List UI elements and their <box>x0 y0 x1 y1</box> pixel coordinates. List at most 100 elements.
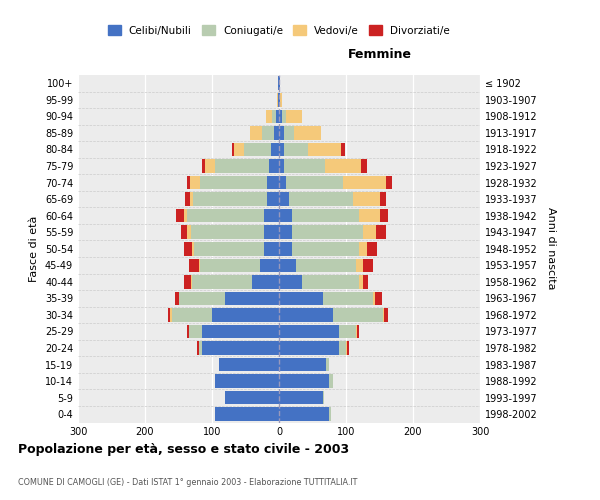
Bar <box>384 308 388 322</box>
Bar <box>176 209 184 222</box>
Bar <box>375 292 382 305</box>
Bar <box>205 159 215 173</box>
Bar <box>197 342 199 355</box>
Bar <box>284 142 308 156</box>
Bar <box>341 142 344 156</box>
Bar <box>340 324 356 338</box>
Bar <box>277 93 278 106</box>
Bar <box>325 159 361 173</box>
Bar <box>279 242 292 256</box>
Bar <box>279 358 326 372</box>
Bar <box>191 275 192 288</box>
Bar <box>323 292 373 305</box>
Bar <box>283 110 286 123</box>
Bar <box>359 209 380 222</box>
Bar <box>267 192 279 206</box>
Bar <box>279 209 292 222</box>
Bar <box>295 126 321 140</box>
Bar <box>215 159 269 173</box>
Y-axis label: Anni di nascita: Anni di nascita <box>546 208 556 290</box>
Bar <box>215 374 279 388</box>
Bar <box>266 110 272 123</box>
Bar <box>190 176 200 190</box>
Bar <box>187 209 264 222</box>
Bar <box>199 342 202 355</box>
Bar <box>279 76 280 90</box>
Bar <box>279 176 286 190</box>
Bar <box>218 358 279 372</box>
Bar <box>184 275 191 288</box>
Text: Femmine: Femmine <box>347 48 412 61</box>
Bar <box>279 275 302 288</box>
Bar <box>286 176 343 190</box>
Bar <box>264 209 279 222</box>
Bar <box>170 308 172 322</box>
Bar <box>363 275 368 288</box>
Bar <box>272 110 275 123</box>
Bar <box>340 342 346 355</box>
Bar <box>329 408 331 421</box>
Bar <box>279 308 332 322</box>
Bar <box>187 226 191 239</box>
Bar <box>278 76 279 90</box>
Bar <box>279 192 289 206</box>
Bar <box>279 159 284 173</box>
Bar <box>279 226 292 239</box>
Bar <box>367 242 377 256</box>
Bar <box>179 292 226 305</box>
Bar <box>286 110 302 123</box>
Bar <box>212 308 279 322</box>
Bar <box>194 242 264 256</box>
Bar <box>187 176 190 190</box>
Bar <box>226 292 279 305</box>
Bar <box>202 342 279 355</box>
Bar <box>302 275 359 288</box>
Bar <box>184 209 187 222</box>
Bar <box>332 308 383 322</box>
Bar <box>279 374 329 388</box>
Bar <box>264 242 279 256</box>
Bar <box>326 358 329 372</box>
Bar <box>289 192 353 206</box>
Bar <box>187 324 188 338</box>
Bar <box>279 408 329 421</box>
Bar <box>329 374 332 388</box>
Bar <box>192 242 194 256</box>
Bar <box>279 110 283 123</box>
Bar <box>232 142 234 156</box>
Bar <box>363 226 376 239</box>
Bar <box>172 308 212 322</box>
Bar <box>356 324 358 338</box>
Bar <box>250 126 262 140</box>
Bar <box>296 258 356 272</box>
Legend: Celibi/Nubili, Coniugati/e, Vedovi/e, Divorziati/e: Celibi/Nubili, Coniugati/e, Vedovi/e, Di… <box>104 21 454 40</box>
Bar <box>346 342 347 355</box>
Bar <box>278 93 279 106</box>
Bar <box>181 226 187 239</box>
Text: Maschi: Maschi <box>0 48 2 61</box>
Bar <box>202 324 279 338</box>
Bar <box>234 142 244 156</box>
Bar <box>376 226 386 239</box>
Bar <box>284 159 325 173</box>
Bar <box>279 324 340 338</box>
Bar <box>192 275 252 288</box>
Bar <box>284 126 295 140</box>
Bar <box>199 258 200 272</box>
Bar <box>215 408 279 421</box>
Bar <box>356 258 363 272</box>
Bar <box>361 159 367 173</box>
Bar <box>292 209 359 222</box>
Bar <box>267 176 279 190</box>
Bar <box>308 142 341 156</box>
Bar <box>359 242 367 256</box>
Bar <box>279 292 323 305</box>
Bar <box>275 110 279 123</box>
Bar <box>202 159 205 173</box>
Text: COMUNE DI CAMOGLI (GE) - Dati ISTAT 1° gennaio 2003 - Elaborazione TUTTITALIA.IT: COMUNE DI CAMOGLI (GE) - Dati ISTAT 1° g… <box>18 478 358 487</box>
Bar <box>193 192 267 206</box>
Bar <box>292 242 359 256</box>
Bar <box>359 275 363 288</box>
Bar <box>269 159 279 173</box>
Bar <box>353 192 380 206</box>
